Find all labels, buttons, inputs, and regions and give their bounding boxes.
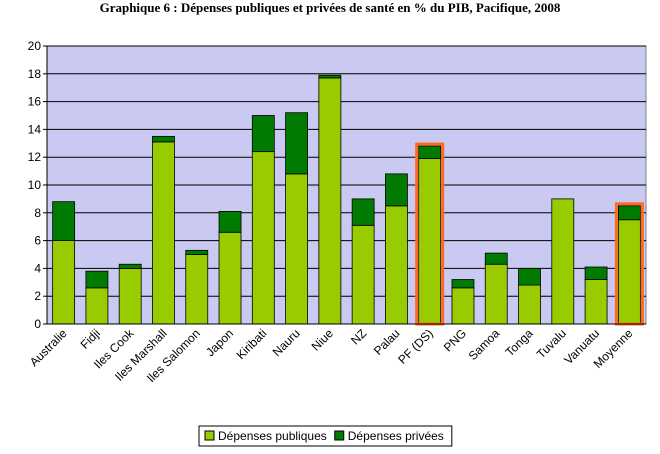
bar-segment (318, 74, 342, 79)
bar-segment (518, 284, 541, 325)
legend-swatch (334, 430, 345, 441)
bar-segment (484, 252, 508, 265)
bar-segment (251, 151, 275, 325)
legend-label: Dépenses privées (348, 429, 444, 443)
y-tick-label: 12 (28, 150, 42, 164)
bar-segment (617, 219, 641, 325)
bar-segment (52, 240, 76, 325)
legend-swatch (204, 430, 215, 441)
bar-segment (551, 198, 575, 325)
bar-segment (85, 287, 109, 325)
bar-segment (451, 279, 475, 289)
bar-segment (385, 205, 408, 325)
y-tick-label: 4 (34, 261, 41, 275)
y-tick-label: 14 (28, 122, 42, 136)
bar-segment (584, 279, 608, 325)
y-tick-label: 10 (28, 178, 42, 192)
y-tick-label: 18 (28, 67, 42, 81)
bar-segment (285, 112, 308, 175)
bar-segment (617, 205, 641, 221)
y-tick-label: 2 (34, 289, 41, 303)
bar-segment (385, 173, 408, 207)
y-tick-label: 0 (34, 317, 41, 331)
bar-segment (185, 254, 209, 325)
y-tick-label: 6 (34, 234, 41, 248)
bar-segment (251, 115, 275, 153)
bar-segment (218, 231, 242, 325)
bar-segment (52, 201, 76, 241)
legend-label: Dépenses publiques (218, 429, 327, 443)
bar-segment (318, 77, 342, 325)
bar-segment (351, 198, 375, 226)
y-tick-label: 16 (28, 95, 42, 109)
bar-segment (118, 263, 142, 269)
bar-segment (185, 249, 209, 255)
legend-box (198, 425, 453, 447)
bar-segment (418, 145, 442, 159)
bar-segment (85, 270, 109, 289)
y-tick-label: 8 (34, 206, 41, 220)
bar-segment (518, 267, 541, 286)
bar-segment (118, 267, 142, 325)
bar-segment (451, 287, 475, 325)
bar-segment (218, 211, 242, 233)
y-tick-label: 20 (28, 39, 42, 53)
bar-segment (584, 266, 608, 280)
bar-segment (152, 135, 175, 143)
bar-segment (152, 141, 175, 325)
bar-segment (351, 224, 375, 325)
bar-segment (285, 173, 308, 325)
bar-segment (418, 158, 442, 325)
chart-title: Graphique 6 : Dépenses publiques et priv… (100, 0, 561, 15)
bar-segment (484, 263, 508, 325)
